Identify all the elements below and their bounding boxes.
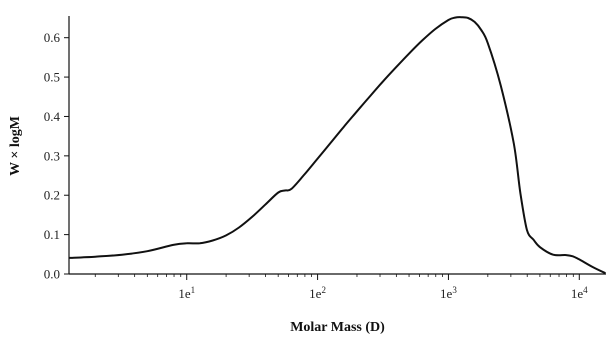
x-tick-label: 1e4 [571,285,588,301]
x-tick-exponent: 3 [452,285,457,295]
y-tick-label: 0.3 [44,148,60,163]
x-tick-base: 1e [440,286,453,301]
series-line [68,16,606,275]
x-axis-ticks: 1e1 1e2 1e3 1e4 [94,274,588,301]
x-tick-exponent: 4 [583,285,588,295]
y-tick-label: 0.0 [44,267,60,282]
x-tick-base: 1e [571,286,584,301]
x-tick-label: 1e1 [178,285,195,301]
y-tick-label: 0.4 [44,109,61,124]
y-tick-label: 0.2 [44,188,60,203]
x-tick-base: 1e [309,286,322,301]
y-axis-ticks: 0.0 0.1 0.2 0.3 0.4 0.5 0.6 [44,30,69,282]
x-tick-label: 1e2 [309,285,326,301]
y-tick-label: 0.1 [44,227,60,242]
x-tick-exponent: 2 [321,285,326,295]
x-axis-title: Molar Mass (D) [290,320,385,335]
y-axis-title: W × logM [8,116,23,176]
y-tick-label: 0.6 [44,30,61,45]
y-tick-label: 0.5 [44,70,60,85]
x-tick-exponent: 1 [191,285,196,295]
x-tick-base: 1e [178,286,191,301]
x-tick-label: 1e3 [440,285,457,301]
